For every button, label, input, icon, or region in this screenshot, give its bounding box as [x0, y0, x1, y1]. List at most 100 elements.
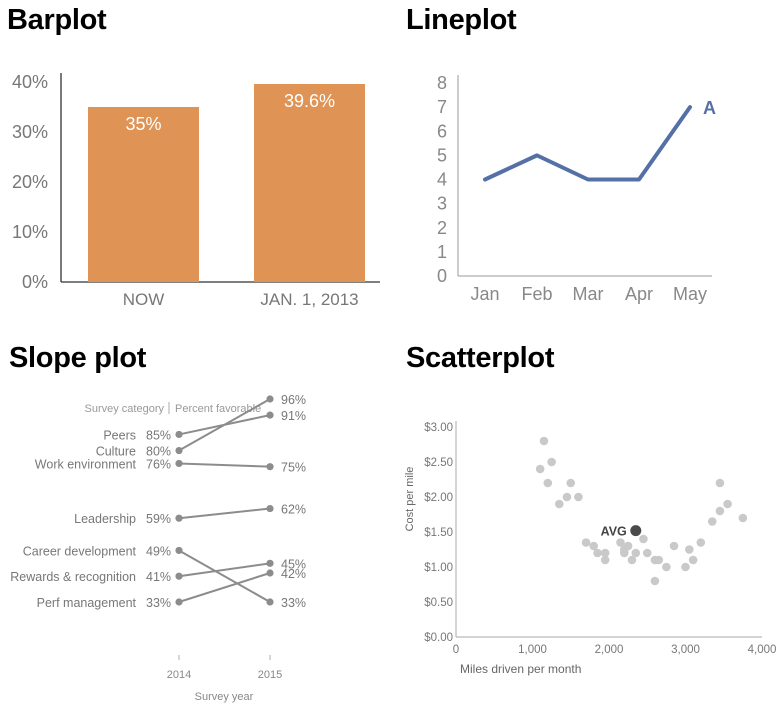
scatter-ytick-label: $0.00: [424, 632, 453, 644]
line-series-label: A: [703, 98, 716, 118]
slope-value-2015: 75%: [281, 461, 306, 475]
line-xtick-label: Feb: [521, 284, 552, 304]
slope-point-2014: [175, 430, 183, 439]
scatter-point: [685, 545, 694, 554]
slope-point-2014: [175, 598, 183, 606]
scatter-point: [696, 538, 706, 547]
scatter-point: [593, 548, 602, 558]
scatter-xtick-label: 4,000: [748, 644, 777, 656]
line-xtick-label: May: [673, 284, 707, 304]
scatter-point: [566, 478, 576, 488]
slope-value-2015: 91%: [281, 409, 306, 423]
slope-category-label: Work environment: [35, 457, 137, 471]
slope-category-label: Perf management: [37, 596, 137, 610]
scatter-ylabel: Cost per mile: [404, 467, 416, 532]
scatter-ytick-label: $1.50: [424, 527, 453, 539]
slope-point-2014: [175, 546, 183, 555]
slope-category-label: Career development: [23, 544, 137, 558]
barplot-chart: 0% 10% 20% 30% 40% 35% NOW 39.6% JAN. 1, 2013: [12, 72, 380, 309]
barplot-title: Barplot: [7, 4, 107, 36]
scatter-point: [723, 499, 732, 509]
slope-point-2015: [266, 463, 274, 471]
line-xtick-label: Jan: [470, 284, 499, 304]
bar: [254, 84, 365, 282]
slope-point-2015: [266, 411, 274, 419]
line-xtick-label: Apr: [625, 284, 653, 304]
slope-point-2014: [175, 572, 183, 580]
slopeplot-title: Slope plot: [9, 342, 147, 374]
lineplot-chart: 0 1 2 3 4 5 6 7 8 Jan Feb Mar Apr May A: [437, 73, 716, 304]
slope-line: [178, 507, 271, 520]
slope-header-left: Survey category: [85, 403, 165, 415]
scatter-xtick-label: 2,000: [595, 644, 624, 656]
scatter-point: [562, 492, 572, 502]
slope-value-2014: 85%: [146, 428, 171, 442]
scatter-point: [600, 555, 610, 565]
bar-category-label: NOW: [123, 290, 165, 309]
slope-value-2014: 76%: [146, 457, 171, 471]
slope-category-label: Rewards & recognition: [10, 570, 136, 584]
scatter-point: [600, 548, 610, 558]
bar-ytick-label: 0%: [22, 272, 48, 292]
scatter-point: [589, 541, 598, 551]
scatter-point: [681, 562, 690, 572]
slope-value-2015: 62%: [281, 503, 306, 517]
scatter-point: [554, 499, 564, 509]
scatter-avg-label: AVG: [601, 525, 627, 539]
scatter-point: [650, 576, 660, 586]
slope-line: [178, 549, 271, 603]
slopeplot-chart: Survey category Percent favorable Peers 85%…: [10, 393, 306, 703]
scatter-point: [627, 555, 637, 565]
scatter-point: [639, 534, 648, 544]
scatter-point: [543, 478, 553, 488]
slope-value-2014: 33%: [146, 596, 171, 610]
line-ytick-label: 7: [437, 97, 447, 117]
slope-point-2015: [266, 569, 274, 577]
scatter-point: [662, 562, 671, 572]
slope-point-2015: [266, 598, 274, 606]
bar-ytick-label: 20%: [12, 172, 48, 192]
slope-point-2014: [175, 514, 183, 522]
scatter-point: [642, 548, 652, 558]
slope-point-2014: [175, 459, 183, 468]
line-ytick-label: 5: [437, 145, 447, 165]
scatter-xtick-label: 1,000: [518, 644, 547, 656]
slope-xlabel: Survey year: [195, 691, 254, 703]
slope-line: [178, 398, 271, 452]
slope-line: [178, 562, 271, 578]
bar-ytick-label: 40%: [12, 72, 48, 92]
lineplot-title: Lineplot: [406, 4, 517, 36]
scatterplot-chart: $0.00 $0.50 $1.00 $1.50 $2.00 $2.50 $3.00 0 1,00…: [404, 421, 776, 676]
slope-category-label: Peers: [103, 428, 136, 442]
scatter-point: [631, 548, 641, 558]
line-ytick-label: 2: [437, 218, 447, 238]
scatter-point: [669, 541, 679, 551]
slope-xtick-label: 2014: [167, 669, 191, 681]
scatter-ytick-label: $2.00: [424, 492, 453, 504]
slope-category-label: Leadership: [74, 512, 136, 526]
scatter-point: [535, 464, 545, 474]
slope-value-2015: 33%: [281, 596, 306, 610]
line-xtick-label: Mar: [573, 284, 604, 304]
line-ytick-label: 4: [437, 170, 447, 190]
bar-data-label: 39.6%: [284, 91, 335, 111]
scatter-point: [707, 517, 717, 526]
scatter-point: [654, 555, 664, 565]
slope-point-2015: [266, 504, 274, 513]
scatter-xtick-label: 3,000: [671, 644, 700, 656]
slope-line: [178, 462, 271, 468]
scatter-point: [738, 513, 748, 523]
bar-data-label: 35%: [125, 114, 161, 134]
slope-xtick-label: 2015: [258, 669, 282, 681]
scatter-ytick-label: $3.00: [424, 422, 453, 434]
slope-value-2015: 42%: [281, 567, 306, 581]
scatter-point: [688, 555, 698, 565]
scatter-avg-point: [630, 525, 642, 537]
scatter-point: [539, 436, 549, 446]
slope-value-2015: 96%: [281, 393, 306, 407]
slope-header-right: Percent favorable: [175, 403, 261, 415]
scatter-xtick-label: 0: [453, 644, 459, 656]
slope-value-2014: 49%: [146, 544, 171, 558]
line-ytick-label: 6: [437, 121, 447, 141]
slope-value-2015: 45%: [281, 557, 306, 571]
